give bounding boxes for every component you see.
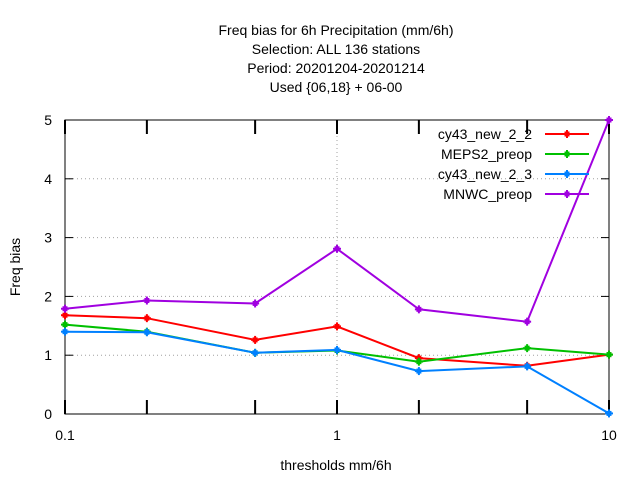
marker-box xyxy=(62,306,68,312)
title-line: Selection: ALL 136 stations xyxy=(252,41,420,57)
data-point xyxy=(523,317,532,326)
legend: cy43_new_2_2 MEPS2_preop cy43_new_2_3 MNWC_… xyxy=(438,126,589,202)
data-point xyxy=(251,335,260,344)
legend-label: cy43_new_2_2 xyxy=(438,126,532,142)
x-axis-label: thresholds mm/6h xyxy=(280,457,391,473)
legend-label: cy43_new_2_3 xyxy=(438,166,532,182)
legend-label: MNWC_preop xyxy=(443,186,532,202)
data-point xyxy=(61,327,69,336)
data-point xyxy=(605,350,613,359)
data-point xyxy=(414,367,423,376)
marker-box xyxy=(334,246,340,252)
x-tick-label: 0.1 xyxy=(55,427,75,443)
y-axis-label: Freq bias xyxy=(7,238,23,296)
marker-box xyxy=(606,410,612,416)
marker-box xyxy=(334,347,340,353)
legend-marker xyxy=(563,170,571,178)
marker-box xyxy=(252,337,258,343)
series-MNWC_preop xyxy=(61,116,613,326)
data-point xyxy=(333,345,341,354)
x-tick-label: 10 xyxy=(601,427,617,443)
title-line: Period: 20201204-20201214 xyxy=(247,60,425,76)
marker-box xyxy=(144,298,150,304)
data-point xyxy=(523,344,532,353)
marker-box xyxy=(524,319,530,325)
marker-box xyxy=(606,117,612,123)
legend-label: MEPS2_preop xyxy=(441,146,532,162)
marker-box xyxy=(564,171,570,177)
data-point xyxy=(251,299,260,308)
marker-box xyxy=(62,329,68,335)
x-tick-label: 1 xyxy=(333,427,341,443)
data-point xyxy=(333,322,341,331)
data-point xyxy=(605,409,613,418)
y-tick-label: 3 xyxy=(44,230,52,246)
y-tick-label: 4 xyxy=(44,171,52,187)
data-point xyxy=(605,116,613,124)
legend-marker xyxy=(563,130,571,138)
data-point xyxy=(523,362,532,371)
marker-box xyxy=(144,329,150,335)
data-point xyxy=(142,296,151,305)
data-point xyxy=(142,328,151,337)
marker-box xyxy=(524,345,530,351)
title-line: Used {06,18} + 06-00 xyxy=(270,79,403,95)
data-point xyxy=(414,305,423,314)
marker-box xyxy=(334,323,340,329)
grid xyxy=(65,120,609,414)
data-point xyxy=(142,314,151,323)
y-tick-label: 0 xyxy=(44,406,52,422)
legend-marker xyxy=(563,150,571,158)
marker-box xyxy=(144,315,150,321)
title-line: Freq bias for 6h Precipitation (mm/6h) xyxy=(219,22,454,38)
series-cy43_new_2_3 xyxy=(61,327,613,418)
data-point xyxy=(251,348,260,357)
marker-box xyxy=(416,306,422,312)
series xyxy=(61,116,613,418)
legend-marker xyxy=(563,190,571,198)
marker-box xyxy=(524,363,530,369)
marker-box xyxy=(416,368,422,374)
y-tick-label: 1 xyxy=(44,347,52,363)
data-point xyxy=(61,304,69,313)
marker-box xyxy=(416,359,422,365)
data-point xyxy=(333,244,341,253)
marker-box xyxy=(62,312,68,318)
marker-box xyxy=(252,350,258,356)
y-tick-label: 2 xyxy=(44,288,52,304)
marker-box xyxy=(252,300,258,306)
marker-box xyxy=(606,352,612,358)
data-point xyxy=(61,320,69,329)
marker-box xyxy=(564,191,570,197)
data-point xyxy=(414,357,423,366)
marker-box xyxy=(564,151,570,157)
marker-box xyxy=(564,131,570,137)
y-tick-label: 5 xyxy=(44,112,52,128)
marker-box xyxy=(62,322,68,328)
chart-title: Freq bias for 6h Precipitation (mm/6h) Se… xyxy=(219,22,454,95)
